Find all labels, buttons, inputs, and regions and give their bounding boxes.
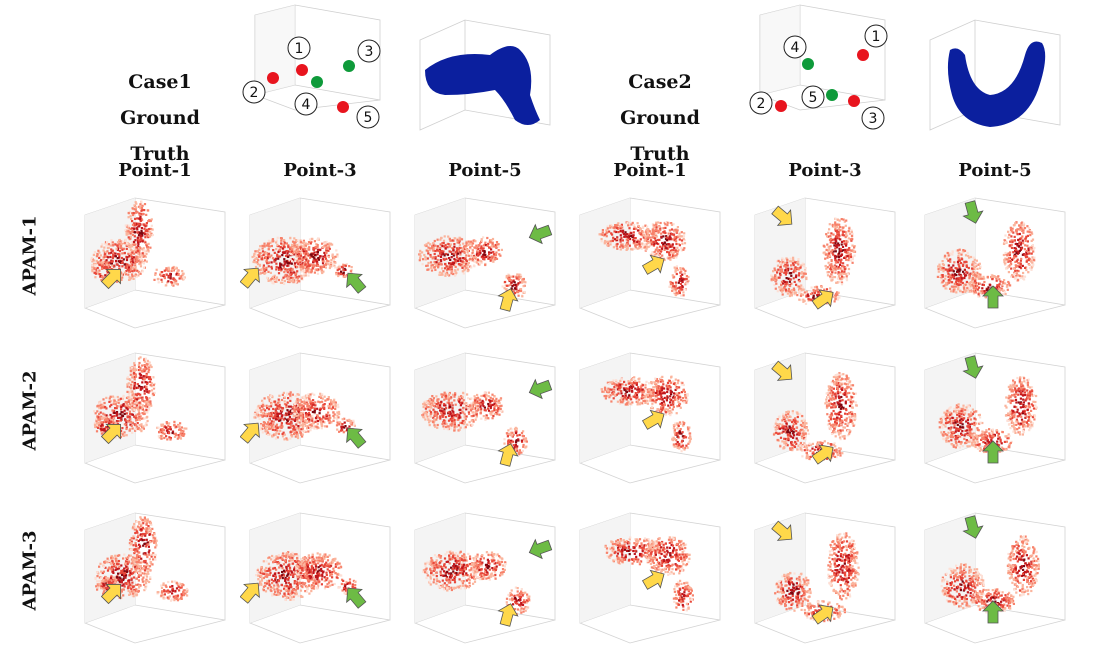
point-2-marker (775, 100, 787, 112)
heatmap-panel-apam-3-col3 (414, 512, 556, 644)
green-arrow-icon (962, 515, 984, 539)
yellow-arrow-icon (100, 269, 121, 290)
yellow-arrow-icon (240, 422, 260, 444)
marker-label-5: 5 (364, 110, 373, 126)
yellow-arrow-icon (497, 443, 519, 467)
green-arrow-icon (962, 200, 984, 224)
yellow-arrow-icon (771, 360, 793, 381)
heatmap-panel-apam-1-col6 (924, 197, 1066, 329)
yellow-arrow-icon (641, 569, 665, 590)
case1-subtitle: Ground Truth (120, 107, 200, 166)
heatmap-panel-apam-1-col3 (414, 197, 556, 329)
yellow-arrow-icon (497, 288, 519, 312)
yellow-arrow-icon (771, 205, 793, 226)
blue-density-shape (425, 46, 540, 125)
green-arrow-icon (346, 427, 367, 449)
blue-density-shape (947, 41, 1046, 127)
column-header-case1-point1: Point-1 (118, 160, 192, 181)
case1-ground-truth-points: 1 2 3 4 5 (242, 4, 381, 129)
marker-label-4: 4 (302, 97, 311, 113)
heatmap-panel-apam-2-col2 (240, 352, 391, 484)
column-header-case1-point5: Point-5 (448, 160, 522, 181)
green-arrow-icon (982, 440, 1004, 464)
heatmap-panel-apam-3-col4 (579, 512, 721, 644)
heatmap-panel-apam-3-col1 (84, 512, 226, 644)
green-arrow-icon (528, 378, 553, 400)
green-arrow-icon (528, 223, 553, 245)
yellow-arrow-icon (240, 582, 260, 604)
yellow-arrow-icon (811, 604, 834, 625)
green-arrow-icon (982, 285, 1004, 309)
yellow-arrow-icon (811, 289, 834, 310)
marker-label-3: 3 (869, 111, 878, 127)
row-header-apam2: APAM-2 (19, 370, 41, 451)
point-3-marker (848, 95, 860, 107)
case1-ground-truth-density (419, 19, 551, 131)
point-5-marker (337, 101, 349, 113)
row-header-apam3: APAM-3 (19, 530, 41, 611)
green-arrow-icon (528, 538, 553, 560)
point-1-marker (296, 64, 308, 76)
green-arrow-icon (346, 587, 367, 609)
heatmap-panel-apam-3-col6 (924, 512, 1066, 644)
case2-title: Case2 (628, 71, 692, 93)
case2-ground-truth-points: 4 1 2 5 3 (749, 4, 888, 130)
heatmap-panel-apam-1-col4 (579, 197, 721, 329)
column-header-case2-point3: Point-3 (788, 160, 862, 181)
point-1-marker (857, 49, 869, 61)
case2-subtitle: Ground Truth (620, 107, 700, 166)
heatmap-panel-apam-2-col5 (754, 352, 896, 484)
marker-label-2: 2 (757, 96, 766, 112)
marker-label-4: 4 (791, 40, 800, 56)
green-arrow-icon (962, 355, 984, 379)
marker-label-2: 2 (250, 85, 259, 101)
marker-label-3: 3 (365, 44, 374, 60)
heatmap-panel-apam-2-col1 (84, 352, 226, 484)
column-header-case1-point3: Point-3 (283, 160, 357, 181)
heatmap-panel-apam-2-col4 (579, 352, 721, 484)
column-header-case2-point1: Point-1 (613, 160, 687, 181)
point-4-marker (802, 58, 814, 70)
heatmap-panel-apam-1-col1 (84, 197, 226, 329)
yellow-arrow-icon (771, 520, 793, 541)
heatmap-panel-apam-3-col2 (240, 512, 391, 644)
heatmap-panel-apam-2-col3 (414, 352, 556, 484)
point-5-marker (826, 89, 838, 101)
green-arrow-icon (346, 272, 367, 294)
yellow-arrow-icon (641, 409, 665, 430)
yellow-arrow-icon (240, 267, 260, 289)
heatmap-panel-apam-1-col2 (240, 197, 391, 329)
point-3-marker (343, 60, 355, 72)
heatmap-panel-apam-2-col6 (924, 352, 1066, 484)
marker-label-1: 1 (295, 41, 304, 57)
row-header-apam1: APAM-1 (19, 215, 41, 296)
yellow-arrow-icon (811, 444, 834, 465)
marker-label-5: 5 (809, 90, 818, 106)
case2-ground-truth-density (929, 19, 1061, 131)
case2-label: Case2 Ground Truth (590, 64, 730, 172)
point-2-marker (267, 72, 279, 84)
yellow-arrow-icon (100, 424, 121, 445)
point-4-marker (311, 76, 323, 88)
yellow-arrow-icon (497, 603, 519, 627)
heatmap-panel-apam-1-col5 (754, 197, 896, 329)
case1-title: Case1 (128, 71, 192, 93)
column-header-case2-point5: Point-5 (958, 160, 1032, 181)
yellow-arrow-icon (100, 584, 121, 605)
heatmap-panel-apam-3-col5 (754, 512, 896, 644)
marker-label-1: 1 (872, 29, 881, 45)
green-arrow-icon (982, 600, 1004, 624)
case1-label: Case1 Ground Truth (90, 64, 230, 172)
yellow-arrow-icon (641, 254, 665, 275)
